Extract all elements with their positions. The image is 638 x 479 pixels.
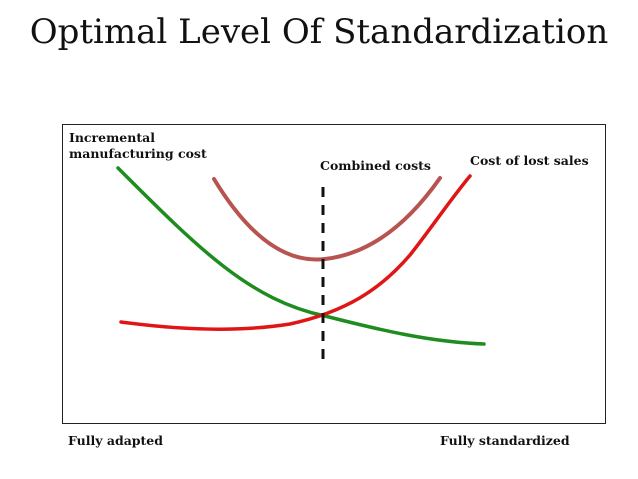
- fully-standardized-label: Fully standardized: [440, 433, 570, 448]
- combined-costs-label: Combined costs: [320, 158, 431, 173]
- fully-adapted-label: Fully adapted: [68, 433, 164, 448]
- page-title: Optimal Level Of Standardization: [29, 12, 609, 52]
- combined-costs-curve: [212, 176, 442, 262]
- lost-sales-curve: [119, 174, 472, 331]
- manufacturing-cost-curve: [116, 166, 486, 346]
- incremental-cost-label-line1: Incremental: [69, 130, 155, 145]
- incremental-cost-label-line2: manufacturing cost: [69, 146, 207, 161]
- lost-sales-label: Cost of lost sales: [470, 153, 589, 168]
- diagram-frame: [62, 124, 606, 424]
